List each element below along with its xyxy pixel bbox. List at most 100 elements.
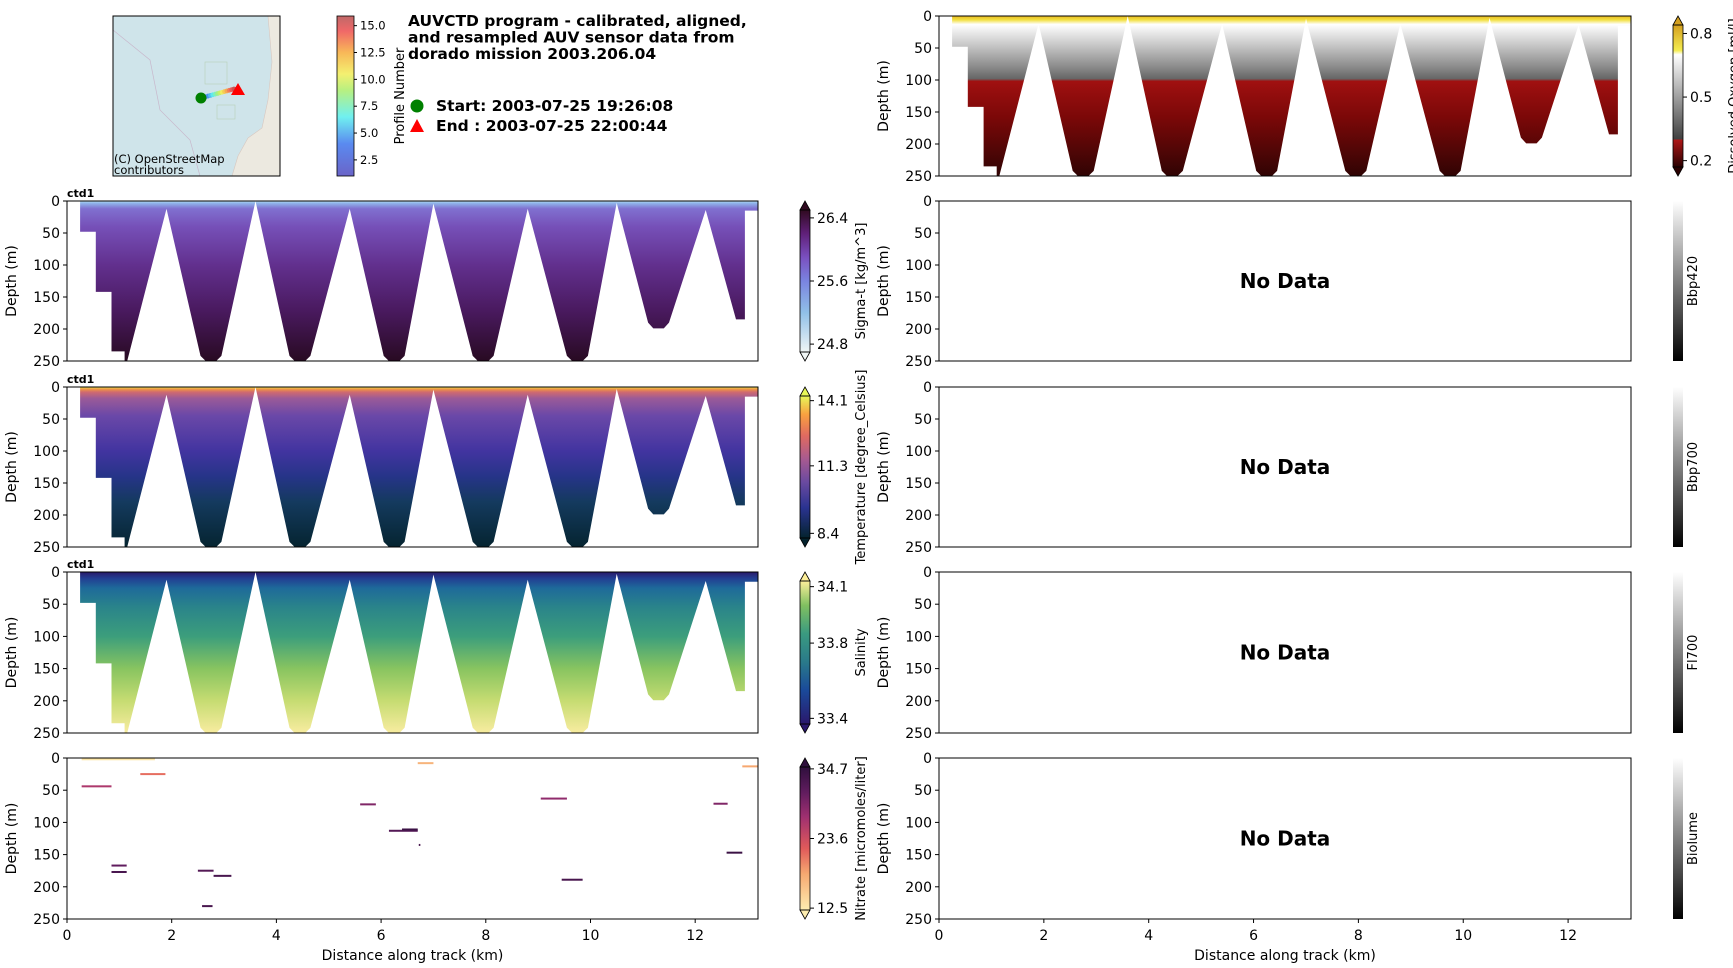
nitrate-sample — [213, 874, 232, 877]
x-tick-label: 10 — [1454, 928, 1472, 944]
panel-title: ctd1 — [67, 373, 94, 386]
nitrate-sample — [202, 905, 213, 908]
axes-frame — [938, 200, 1632, 362]
figure-title: AUVCTD program - calibrated, aligned, — [408, 12, 747, 30]
y-tick-label: 250 — [905, 540, 932, 556]
colorbar-tick-label: 2.5 — [360, 153, 378, 167]
colorbar-tick-label: 10.0 — [360, 72, 386, 86]
map-attribution: contributors — [114, 163, 184, 177]
colorbar-tick-label: 0.2 — [1690, 154, 1712, 170]
y-tick-label: 100 — [33, 629, 60, 645]
panel-nitrate — [63, 757, 814, 923]
panel-bbp420 — [935, 200, 1683, 362]
colorbar-label: Temperature [degree_Celsius] — [854, 370, 869, 566]
x-tick-label: 6 — [377, 928, 386, 944]
panel-sigma_t — [63, 200, 814, 362]
nitrate-sample — [81, 785, 112, 788]
colorbar-tick-label: 0.5 — [1690, 90, 1712, 106]
colorbar-label: Profile Number — [393, 47, 408, 144]
x-tick-label: 12 — [686, 928, 704, 944]
axes-frame — [66, 571, 759, 734]
y-tick-label: 50 — [42, 412, 60, 428]
no-data-label: No Data — [1240, 269, 1331, 293]
colorbar-label: Bbp700 — [1686, 442, 1701, 492]
y-tick-label: 50 — [914, 597, 932, 613]
track-map — [112, 15, 281, 177]
x-tick-label: 2 — [167, 928, 176, 944]
nitrate-sample — [561, 878, 583, 881]
no-data-label: No Data — [1240, 827, 1331, 851]
y-tick-label: 50 — [42, 226, 60, 242]
y-tick-label: 0 — [923, 565, 932, 581]
axes-frame — [66, 386, 759, 548]
x-tick-label: 8 — [1354, 928, 1363, 944]
y-tick-label: 100 — [905, 629, 932, 645]
nitrate-sample — [360, 803, 376, 806]
nitrate-sample — [402, 828, 418, 831]
map-attribution: (C) OpenStreetMap — [114, 152, 225, 166]
colorbar-frame — [799, 395, 811, 539]
legend-start-label: Start: 2003-07-25 19:26:08 — [436, 97, 673, 115]
colorbar-extend-min — [799, 537, 811, 548]
x-tick-label: 0 — [935, 928, 944, 944]
colorbar-frame — [1672, 24, 1684, 168]
colorbar-tick-label: 8.4 — [817, 526, 839, 542]
x-tick-label: 4 — [1144, 928, 1153, 944]
y-tick-label: 250 — [905, 354, 932, 370]
axes-frame — [938, 386, 1632, 548]
y-tick-label: 0 — [923, 380, 932, 396]
y-tick-label: 200 — [905, 508, 932, 524]
end-marker — [231, 83, 245, 95]
y-axis-label: Depth (m) — [876, 431, 892, 503]
x-axis-label: Distance along track (km) — [322, 948, 504, 964]
y-tick-label: 250 — [33, 726, 60, 742]
x-axis-label: Distance along track (km) — [1194, 948, 1376, 964]
y-axis-label: Depth (m) — [876, 617, 892, 689]
axes-frame — [66, 757, 759, 920]
y-tick-label: 100 — [905, 73, 932, 89]
y-tick-label: 200 — [33, 508, 60, 524]
y-axis-label: Depth (m) — [4, 617, 20, 689]
axes-frame — [938, 571, 1632, 734]
nitrate-sample — [197, 869, 214, 872]
map-reserve-box — [216, 104, 236, 120]
colorbar-extend-max — [1672, 15, 1684, 26]
colorbar-tick-label: 11.3 — [817, 459, 848, 475]
y-tick-label: 100 — [33, 815, 60, 831]
y-tick-label: 0 — [51, 194, 60, 210]
figure-title: dorado mission 2003.206.04 — [408, 45, 656, 63]
nitrate-sample — [540, 797, 567, 800]
bbp700-colorbar — [1673, 387, 1683, 547]
map-frame — [112, 15, 281, 177]
panel-title: ctd1 — [67, 558, 94, 571]
nitrate-sample — [111, 864, 127, 867]
y-axis-label: Depth (m) — [4, 803, 20, 875]
bbp420-colorbar — [1673, 201, 1683, 361]
temperature-curtain — [80, 387, 758, 547]
panel-oxygen — [935, 15, 1687, 177]
colorbar-label: Salinity — [854, 628, 869, 676]
colorbar-tick-label: 14.1 — [817, 394, 848, 410]
x-tick-label: 2 — [1039, 928, 1048, 944]
colorbar-extend-min — [799, 909, 811, 920]
y-tick-label: 100 — [33, 258, 60, 274]
colorbar-tick-label: 15.0 — [360, 19, 386, 33]
y-tick-label: 150 — [905, 662, 932, 678]
colorbar-extend-min — [799, 723, 811, 734]
y-tick-label: 150 — [33, 476, 60, 492]
nitrate-sample — [81, 758, 155, 761]
temperature-colorbar — [800, 396, 810, 538]
colorbar-extend-min — [1672, 166, 1684, 177]
x-tick-label: 6 — [1249, 928, 1258, 944]
y-tick-label: 50 — [42, 783, 60, 799]
salinity-curtain — [80, 572, 758, 733]
salinity-colorbar — [800, 581, 810, 724]
colorbar-extend-max — [799, 757, 811, 768]
sigma_t-curtain — [80, 201, 758, 361]
colorbar-label: Dissolved Oxygen [ml/l] — [1727, 18, 1733, 173]
colorbar-tick-label: 34.7 — [817, 762, 848, 778]
y-axis-label: Depth (m) — [876, 60, 892, 132]
y-tick-label: 50 — [914, 412, 932, 428]
oxygen-curtain — [952, 16, 1631, 176]
y-axis-label: Depth (m) — [876, 803, 892, 875]
